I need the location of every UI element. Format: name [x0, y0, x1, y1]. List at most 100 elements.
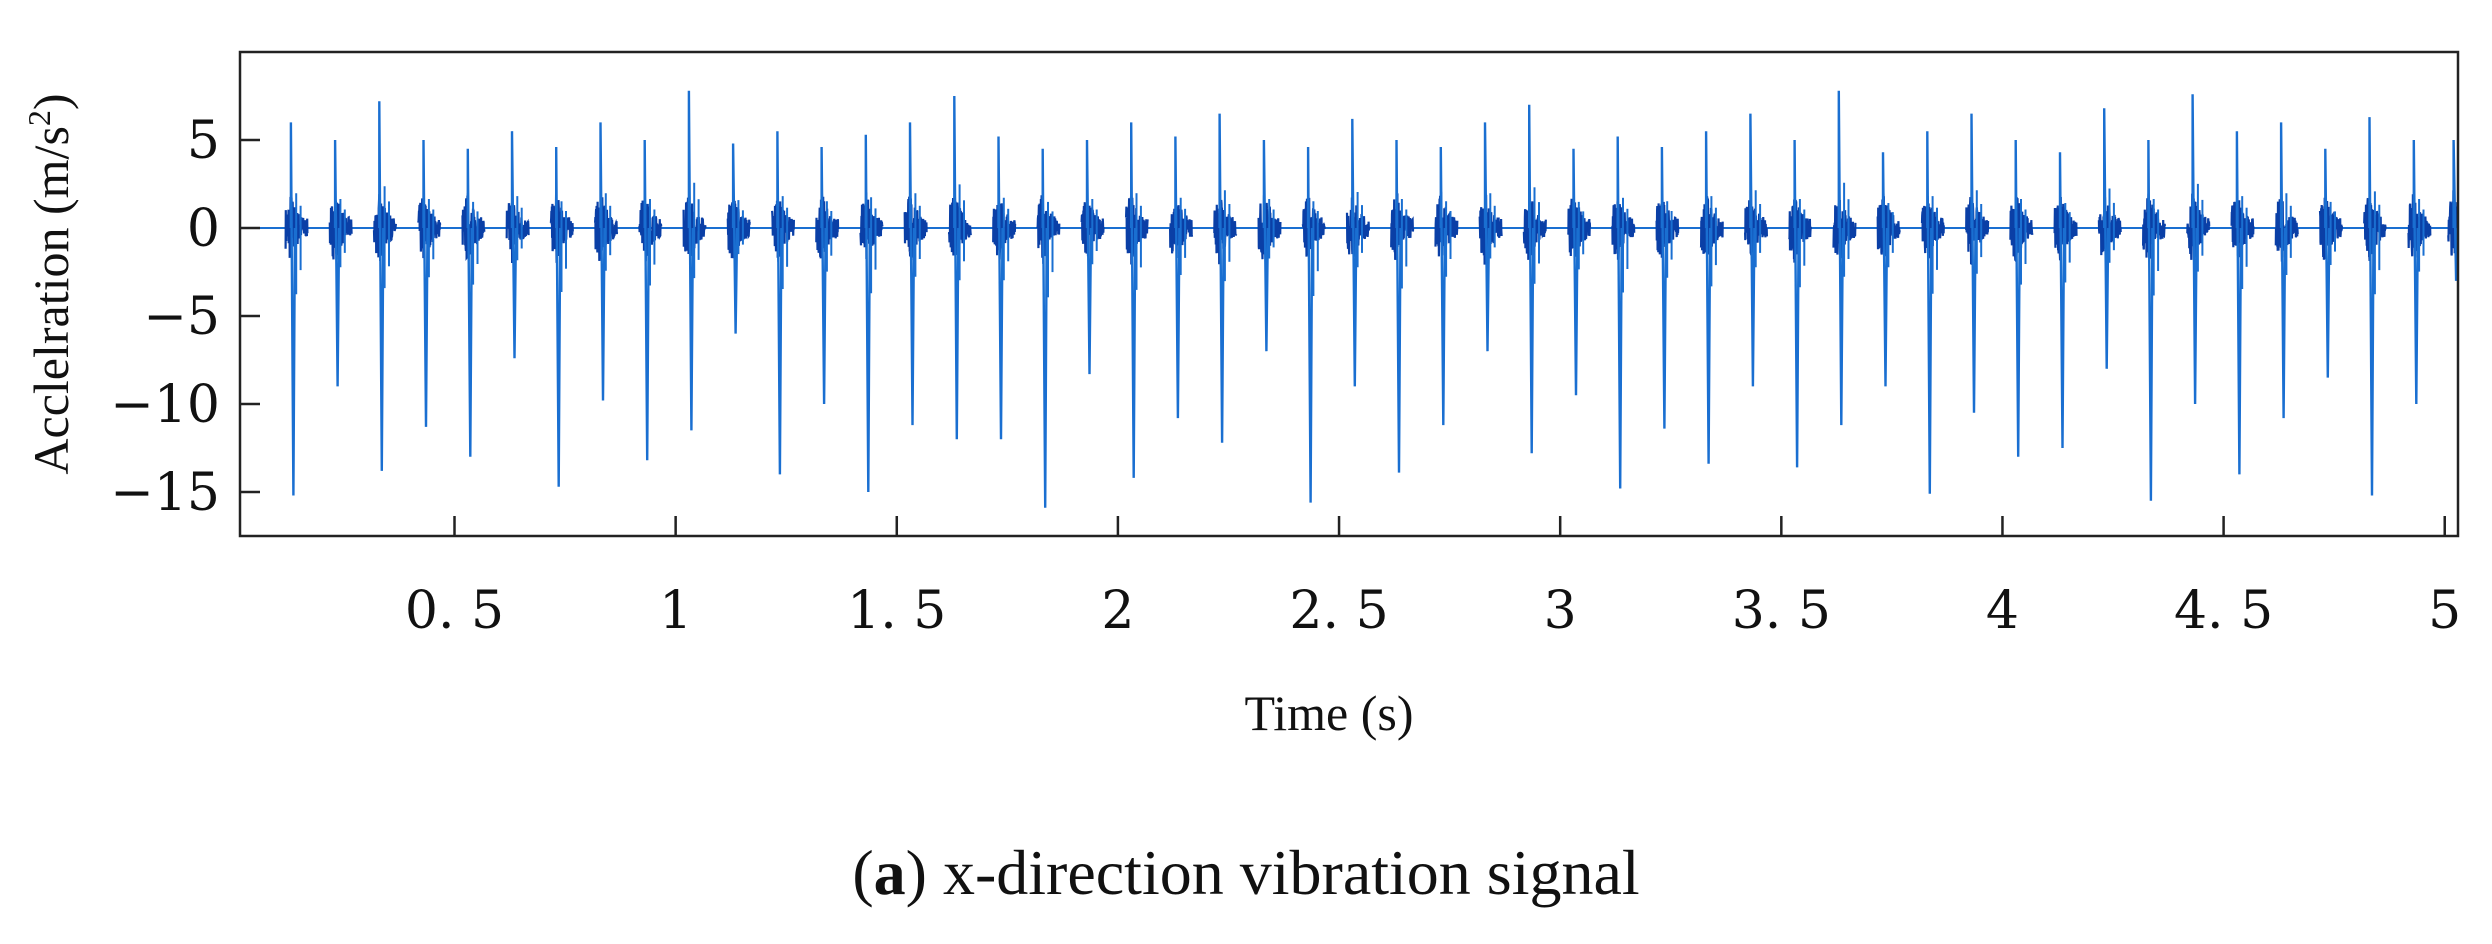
signal-burst [1611, 136, 1636, 489]
y-tick-label: −15 [110, 463, 220, 523]
signal-burst [1478, 122, 1503, 352]
signal-burst [2186, 94, 2211, 405]
signal-spike [466, 148, 473, 457]
signal-burst [2363, 117, 2387, 496]
signal-burst [1655, 146, 1680, 429]
signal-spike [776, 131, 783, 475]
signal-burst [2274, 122, 2299, 419]
signal-spike [289, 122, 297, 496]
signal-burst [1920, 131, 1945, 494]
signal-burst [1257, 139, 1282, 352]
signal-spike [2014, 139, 2021, 457]
signal-burst [1965, 113, 1990, 413]
signal-spike [1704, 131, 1712, 464]
signal-burst [992, 136, 1017, 440]
signal-spike [1130, 122, 1137, 478]
signal-burst [2053, 152, 2078, 449]
signal-burst [1744, 113, 1768, 387]
signal-burst [2407, 139, 2432, 405]
signal-burst [1213, 113, 1238, 443]
signal-spike [599, 122, 606, 401]
x-tick-label: 3 [1544, 581, 1577, 641]
signal-burst [859, 134, 884, 493]
signal-spike [422, 139, 429, 427]
signal-burst [1522, 104, 1547, 454]
signal-spike [2324, 148, 2331, 378]
x-tick-label: 5 [2428, 581, 2461, 641]
signal-burst [1345, 118, 1370, 387]
signal-spike [1572, 148, 1579, 396]
signal-burst [284, 122, 309, 496]
x-axis-title: Time (s) [1244, 685, 1413, 741]
signal-spike [1041, 148, 1048, 508]
signal-burst [2142, 139, 2167, 501]
y-axis-ticks: 5 0 −5 −10 −15 [110, 111, 260, 523]
signal-spike [1970, 113, 1977, 413]
signal-burst [2318, 148, 2343, 378]
signal-spike [2368, 117, 2375, 496]
signal-spike [1616, 136, 1623, 489]
signal-spike [2147, 139, 2154, 501]
signal-spike [643, 139, 650, 461]
signal-burst [638, 139, 663, 461]
signal-spike [1881, 152, 1889, 387]
x-tick-label: 2. 5 [1289, 581, 1388, 641]
signal-spike [1174, 136, 1181, 419]
signal-burst [1876, 152, 1901, 387]
signal-burst [771, 131, 795, 475]
signal-spike [687, 90, 695, 431]
signal-burst [372, 101, 397, 471]
signal-spike [2412, 139, 2419, 405]
figure-caption: (a) x-direction vibration signal [852, 837, 1640, 908]
signal-spike [1660, 146, 1668, 429]
caption-label: a [873, 837, 906, 908]
signal-burst [1699, 131, 1724, 464]
signal-spike [1837, 90, 1844, 426]
signal-spike [2058, 152, 2066, 449]
y-axis-title-close: ) [23, 93, 79, 110]
signal-burst [1434, 146, 1459, 426]
x-tick-label: 1. 5 [847, 581, 946, 641]
signal-burst [328, 139, 353, 387]
x-tick-label: 3. 5 [1732, 581, 1831, 641]
signal-burst [594, 122, 619, 401]
signal-burst [903, 122, 928, 426]
signal-spike [1262, 139, 1270, 352]
signal-spike [953, 95, 960, 440]
signal-spike [1085, 139, 1093, 375]
signal-burst [1169, 136, 1194, 419]
x-tick-label: 1 [659, 581, 692, 641]
y-tick-label: 5 [187, 111, 220, 171]
signal-burst [1390, 139, 1415, 473]
x-tick-label: 4 [1986, 581, 2019, 641]
y-axis-title: Acclelration (m/s2) [21, 93, 79, 474]
signal-burst [1301, 146, 1326, 503]
signal-spike [1218, 113, 1225, 443]
signal-spike [378, 101, 385, 471]
signal-burst [1036, 148, 1061, 508]
y-axis-title-sup: 2 [21, 110, 57, 126]
signal-spike [2235, 131, 2243, 475]
signal-spike [997, 136, 1004, 440]
x-tick-label: 0. 5 [405, 581, 504, 641]
signal-spike [1439, 146, 1446, 426]
signal-spike [1395, 139, 1402, 473]
signal-spike [820, 146, 827, 405]
signal-spike [2191, 94, 2198, 405]
signal-burst [726, 143, 751, 334]
signal-burst [1080, 139, 1105, 375]
signal-spike [1793, 139, 1800, 468]
signal-burst [461, 148, 486, 457]
signal-burst [2009, 139, 2034, 457]
signal-burst [1832, 90, 1857, 426]
y-tick-label: −10 [110, 375, 220, 435]
signal-spike [2279, 122, 2287, 419]
signal-spike [1351, 118, 1358, 387]
signal-spike [864, 134, 871, 493]
signal-burst [505, 131, 530, 359]
signal-spike [1926, 131, 1933, 494]
signal-spike [555, 146, 562, 487]
signal-burst [1788, 139, 1813, 468]
caption-text: x-direction vibration signal [926, 837, 1640, 908]
